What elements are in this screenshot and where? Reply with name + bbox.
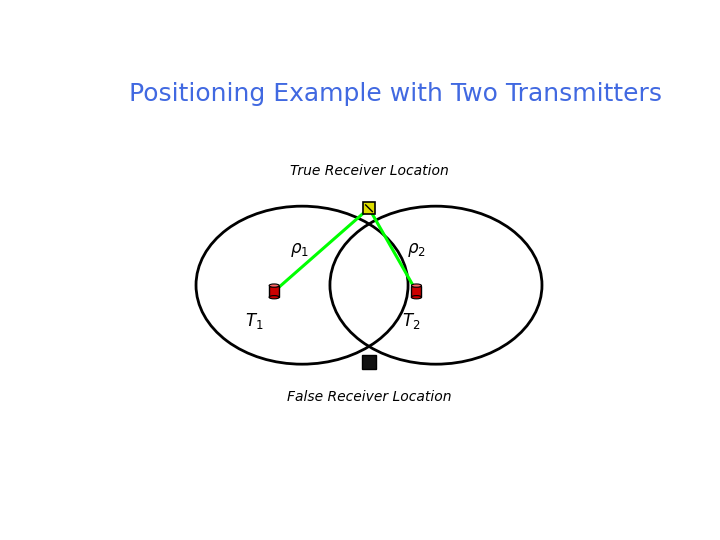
FancyBboxPatch shape [269, 286, 279, 297]
FancyBboxPatch shape [411, 286, 421, 297]
Ellipse shape [411, 295, 421, 299]
Text: $\rho_1$: $\rho_1$ [289, 241, 309, 259]
Ellipse shape [269, 295, 279, 299]
Ellipse shape [269, 284, 279, 287]
Text: $T_1$: $T_1$ [246, 310, 264, 330]
Text: False Receiver Location: False Receiver Location [287, 390, 451, 404]
Text: $T_2$: $T_2$ [402, 310, 420, 330]
Text: True Receiver Location: True Receiver Location [289, 164, 449, 178]
Text: $\rho_2$: $\rho_2$ [407, 241, 426, 259]
Ellipse shape [411, 284, 421, 287]
Text: Positioning Example with Two Transmitters: Positioning Example with Two Transmitter… [129, 82, 662, 106]
